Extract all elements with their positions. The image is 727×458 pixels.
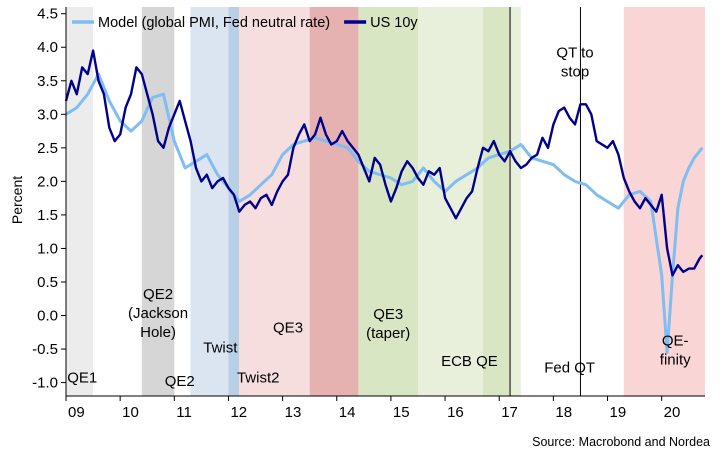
shaded-region-7 — [417, 7, 483, 396]
y-tick-label-1: 4.0 — [37, 39, 58, 56]
annotation-2-line-0: QE2 — [165, 373, 195, 390]
annotation-6: QE3 (taper) — [366, 306, 410, 342]
shaded-region-6 — [358, 7, 418, 396]
annotation-5-line-0: QE3 — [273, 319, 303, 336]
annotations: QE1 QE2 (Jackson Hole) QE2 Twist Twist2 QE3 QE3 (… — [67, 44, 691, 390]
annotation-9-line-0: QT to — [556, 44, 593, 61]
y-tick-label-10: -0.5 — [32, 341, 58, 358]
legend-label-1: US 10y — [370, 15, 418, 31]
annotation-4: Twist2 — [237, 370, 280, 387]
y-tick-label-5: 2.0 — [37, 173, 58, 190]
y-tick-label-4: 2.5 — [37, 140, 58, 157]
annotation-1: QE2 (Jackson Hole) — [128, 286, 188, 341]
shaded-regions — [66, 7, 705, 396]
y-axis-label: Percent — [9, 176, 25, 224]
annotation-2: QE2 — [165, 373, 195, 390]
annotation-7: ECB QE — [441, 353, 498, 370]
annotation-6-line-1: (taper) — [366, 325, 410, 342]
x-tick-label-10: 19 — [610, 404, 627, 421]
shaded-region-9 — [510, 7, 521, 396]
x-tick-label-4: 13 — [285, 404, 302, 421]
annotation-9: QT to stop — [556, 44, 593, 80]
annotation-1-line-2: Hole) — [140, 324, 176, 341]
y-tick-label-11: -1.0 — [32, 375, 58, 392]
annotation-9-line-1: stop — [561, 63, 589, 80]
y-tick-label-2: 3.5 — [37, 73, 58, 90]
vertical-lines — [509, 7, 581, 396]
y-tick-labels: 4.5 4.0 3.5 3.0 2.5 2.0 1.5 1.0 0.5 0.0 -0.5 -1.0 — [32, 6, 66, 392]
axes — [65, 7, 705, 397]
shaded-region-1 — [141, 7, 175, 396]
annotation-4-line-0: Twist2 — [237, 370, 280, 387]
annotation-1-line-1: (Jackson — [128, 305, 188, 322]
x-tick-label-1: 10 — [122, 404, 139, 421]
y-tick-label-8: 0.5 — [37, 274, 58, 291]
annotation-3-line-0: Twist — [203, 339, 238, 356]
series-line-1 — [64, 49, 704, 277]
x-tick-label-0: 09 — [68, 404, 85, 421]
annotation-0: QE1 — [67, 370, 97, 387]
x-tick-label-7: 16 — [447, 404, 464, 421]
series-lines — [64, 49, 704, 354]
annotation-10-line-0: QE- — [662, 333, 689, 350]
x-tick-label-11: 20 — [664, 404, 681, 421]
y-tick-label-6: 1.5 — [37, 207, 58, 224]
series-line-0 — [65, 72, 704, 354]
annotation-3: Twist — [203, 339, 238, 356]
x-tick-label-3: 12 — [230, 404, 247, 421]
legend-label-0: Model (global PMI, Fed neutral rate) — [98, 15, 330, 31]
shaded-region-2 — [190, 7, 229, 396]
annotation-1-line-0: QE2 — [143, 286, 173, 303]
annotation-8: Fed QT — [544, 360, 595, 377]
y-tick-label-9: 0.0 — [37, 308, 58, 325]
annotation-0-line-0: QE1 — [67, 370, 97, 387]
y-tick-label-7: 1.0 — [37, 240, 58, 257]
annotation-10: QE-finity — [660, 333, 691, 369]
x-tick-label-2: 11 — [176, 404, 192, 421]
x-tick-label-5: 14 — [339, 404, 356, 421]
annotation-8-line-0: Fed QT — [544, 360, 595, 377]
x-tick-label-6: 15 — [393, 404, 410, 421]
shaded-region-8 — [482, 7, 511, 396]
annotation-6-line-0: QE3 — [373, 306, 403, 323]
annotation-5: QE3 — [273, 319, 303, 336]
y-tick-label-0: 4.5 — [37, 6, 58, 23]
annotation-7-line-0: ECB QE — [441, 353, 498, 370]
source-note: Source: Macrobond and Nordea — [532, 435, 710, 449]
legend: Model (global PMI, Fed neutral rate) US 1… — [72, 15, 418, 31]
x-tick-label-8: 17 — [501, 404, 518, 421]
x-tick-label-9: 18 — [555, 404, 572, 421]
y-tick-label-3: 3.0 — [37, 106, 58, 123]
x-tick-labels: 09 10 11 12 13 14 15 16 17 18 19 20 — [65, 396, 681, 421]
annotation-10-line-1: finity — [660, 352, 691, 369]
shaded-region-3 — [228, 7, 240, 396]
shaded-region-5 — [309, 7, 359, 396]
